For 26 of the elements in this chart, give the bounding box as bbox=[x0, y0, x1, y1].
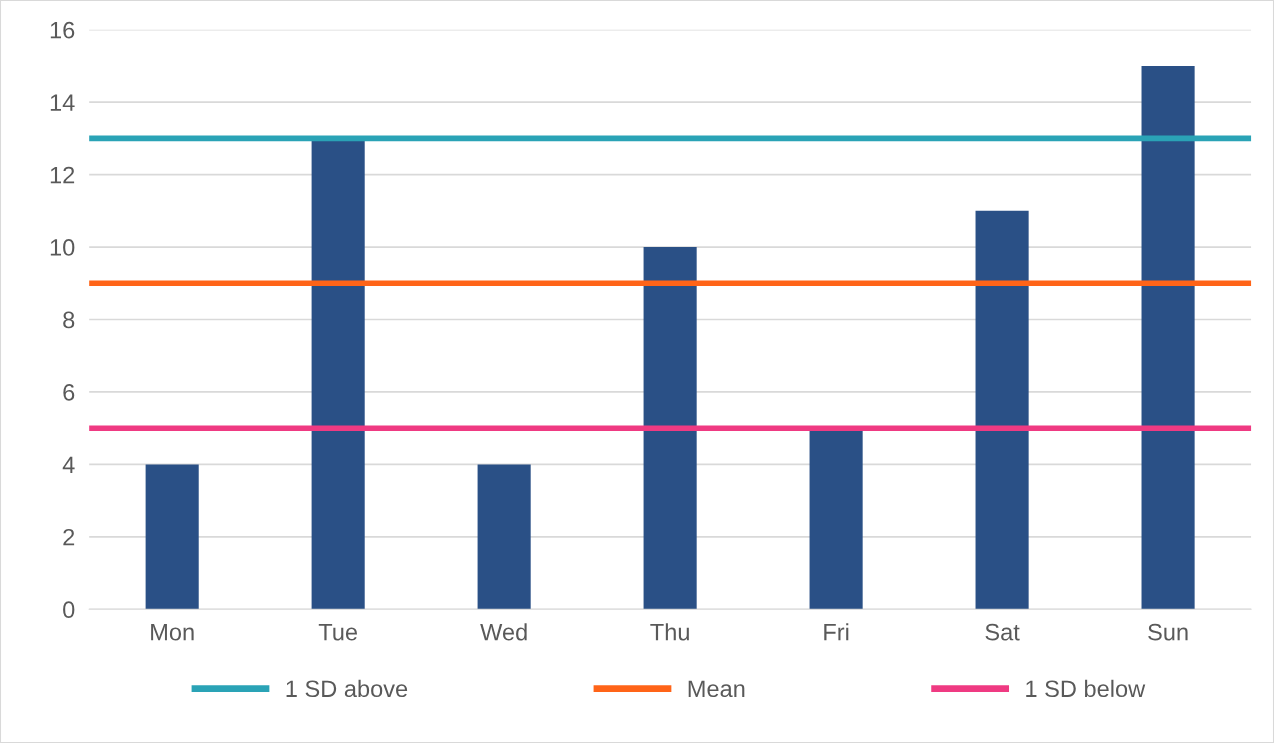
y-tick-label: 8 bbox=[63, 311, 75, 329]
y-tick-label: 4 bbox=[62, 456, 75, 473]
bar bbox=[1141, 65, 1195, 610]
bar bbox=[809, 428, 863, 610]
y-tick-label: 10 bbox=[50, 239, 75, 256]
x-tick-label: Sun bbox=[1148, 623, 1188, 641]
y-tick-label: 14 bbox=[50, 94, 75, 111]
legend-label: Mean bbox=[688, 680, 745, 698]
y-tick-label: 2 bbox=[63, 528, 75, 546]
x-tick-label: Tue bbox=[318, 624, 358, 641]
x-tick-label: Mon bbox=[151, 624, 194, 641]
legend-label: 1 SD below bbox=[1026, 679, 1146, 698]
bar bbox=[477, 464, 531, 610]
x-tick-label: Thu bbox=[650, 623, 689, 641]
y-tick-label: 16 bbox=[50, 21, 75, 39]
bar bbox=[145, 464, 199, 610]
y-tick-label: 12 bbox=[50, 166, 75, 184]
y-tick-label: 0 bbox=[63, 601, 75, 619]
bar bbox=[975, 210, 1029, 610]
y-tick-label: 6 bbox=[63, 384, 75, 401]
x-tick-label: Sat bbox=[985, 623, 1020, 641]
x-tick-label: Fri bbox=[824, 623, 849, 641]
legend-label: 1 SD above bbox=[286, 679, 408, 698]
bar bbox=[311, 138, 365, 610]
bar bbox=[643, 247, 697, 610]
x-tick-label: Wed bbox=[480, 623, 527, 641]
